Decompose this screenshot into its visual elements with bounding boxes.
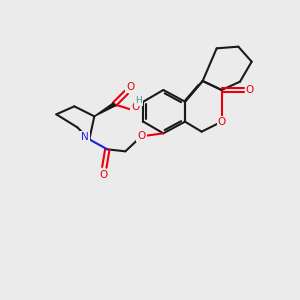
Text: O: O — [137, 131, 146, 141]
Text: O: O — [245, 85, 254, 95]
Text: O: O — [126, 82, 134, 92]
Polygon shape — [94, 103, 115, 116]
Text: O: O — [218, 117, 226, 127]
Text: N: N — [82, 132, 89, 142]
Text: O: O — [99, 170, 107, 180]
Text: H: H — [135, 96, 142, 105]
Text: O: O — [131, 102, 140, 112]
